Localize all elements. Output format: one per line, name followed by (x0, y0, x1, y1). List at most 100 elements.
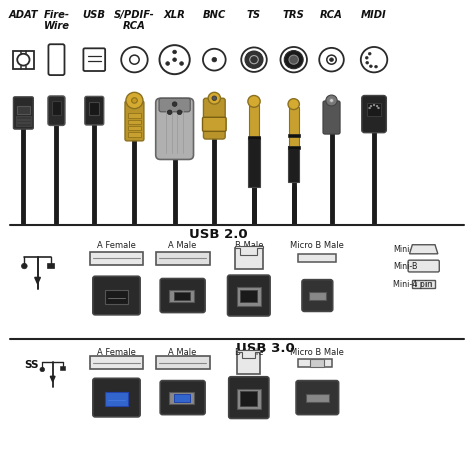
FancyBboxPatch shape (229, 377, 269, 419)
FancyBboxPatch shape (306, 394, 329, 402)
Circle shape (288, 99, 300, 110)
Circle shape (329, 58, 333, 61)
FancyBboxPatch shape (90, 252, 144, 265)
Circle shape (126, 92, 143, 109)
Circle shape (212, 96, 217, 101)
Text: MIDI: MIDI (361, 10, 387, 20)
Text: XLR: XLR (164, 10, 185, 20)
Polygon shape (410, 245, 438, 254)
FancyBboxPatch shape (93, 378, 140, 417)
Text: Mini-4 pin: Mini-4 pin (393, 280, 432, 289)
Text: USB: USB (83, 10, 106, 20)
Text: B Male: B Male (235, 348, 263, 357)
FancyBboxPatch shape (248, 137, 260, 187)
FancyBboxPatch shape (48, 96, 65, 126)
FancyBboxPatch shape (159, 98, 190, 112)
FancyBboxPatch shape (174, 394, 190, 402)
FancyBboxPatch shape (309, 292, 326, 300)
FancyBboxPatch shape (105, 392, 128, 406)
FancyBboxPatch shape (128, 132, 141, 137)
FancyBboxPatch shape (302, 280, 333, 311)
FancyBboxPatch shape (235, 248, 263, 268)
Circle shape (173, 50, 176, 54)
Text: A Male: A Male (168, 241, 197, 250)
Circle shape (289, 55, 299, 64)
FancyBboxPatch shape (160, 380, 205, 415)
FancyBboxPatch shape (169, 392, 194, 404)
FancyBboxPatch shape (52, 101, 61, 115)
Circle shape (180, 62, 183, 66)
FancyBboxPatch shape (288, 134, 300, 137)
Circle shape (173, 58, 176, 61)
FancyBboxPatch shape (156, 356, 210, 369)
FancyBboxPatch shape (362, 96, 386, 133)
FancyBboxPatch shape (228, 275, 270, 316)
FancyBboxPatch shape (125, 101, 144, 141)
Circle shape (365, 56, 368, 59)
Circle shape (368, 52, 371, 55)
FancyBboxPatch shape (85, 96, 104, 125)
Circle shape (172, 102, 177, 106)
Text: USB 2.0: USB 2.0 (189, 228, 247, 242)
Circle shape (21, 263, 27, 269)
FancyBboxPatch shape (367, 103, 381, 116)
Circle shape (248, 96, 260, 107)
FancyBboxPatch shape (288, 146, 300, 182)
Circle shape (366, 61, 369, 64)
FancyBboxPatch shape (156, 98, 193, 159)
FancyBboxPatch shape (105, 290, 128, 303)
FancyBboxPatch shape (288, 146, 300, 149)
Circle shape (284, 51, 303, 69)
Text: B Male: B Male (235, 241, 263, 250)
FancyBboxPatch shape (240, 290, 257, 302)
Text: TS: TS (247, 10, 261, 20)
FancyBboxPatch shape (156, 252, 210, 265)
FancyBboxPatch shape (299, 254, 336, 263)
FancyBboxPatch shape (169, 290, 194, 302)
Circle shape (376, 105, 378, 107)
Text: RCA: RCA (320, 10, 343, 20)
Text: S/PDIF-
RCA: S/PDIF- RCA (114, 10, 155, 30)
FancyBboxPatch shape (60, 366, 65, 370)
Text: A Male: A Male (168, 348, 197, 357)
Polygon shape (235, 246, 263, 255)
Polygon shape (35, 278, 40, 284)
FancyBboxPatch shape (160, 278, 205, 313)
Circle shape (167, 110, 172, 115)
FancyBboxPatch shape (203, 98, 225, 139)
FancyBboxPatch shape (128, 126, 141, 131)
Text: A Female: A Female (97, 241, 136, 250)
FancyBboxPatch shape (202, 117, 226, 131)
Circle shape (373, 104, 375, 106)
Text: Mini-A: Mini-A (393, 245, 418, 254)
Circle shape (208, 92, 220, 104)
FancyBboxPatch shape (13, 97, 33, 129)
Circle shape (369, 65, 372, 68)
Text: Mini-B: Mini-B (393, 262, 418, 271)
Polygon shape (237, 350, 260, 358)
FancyBboxPatch shape (237, 352, 260, 374)
Text: Micro B Male: Micro B Male (291, 348, 344, 357)
FancyBboxPatch shape (16, 123, 31, 126)
Text: USB 3.0: USB 3.0 (236, 342, 295, 355)
Circle shape (245, 51, 263, 68)
FancyBboxPatch shape (240, 391, 257, 406)
Circle shape (378, 107, 380, 109)
FancyBboxPatch shape (289, 107, 299, 135)
FancyBboxPatch shape (237, 288, 261, 305)
FancyBboxPatch shape (299, 359, 331, 367)
Circle shape (370, 105, 372, 107)
Text: TRS: TRS (283, 10, 305, 20)
Text: Fire-
Wire: Fire- Wire (44, 10, 70, 30)
Text: A Female: A Female (97, 348, 136, 357)
Circle shape (369, 107, 371, 109)
FancyBboxPatch shape (17, 106, 29, 114)
Polygon shape (50, 376, 55, 382)
FancyBboxPatch shape (310, 359, 324, 367)
Circle shape (212, 57, 217, 62)
FancyBboxPatch shape (16, 116, 31, 119)
FancyBboxPatch shape (408, 260, 439, 272)
FancyBboxPatch shape (89, 102, 100, 115)
Circle shape (329, 99, 333, 102)
FancyBboxPatch shape (93, 276, 140, 315)
